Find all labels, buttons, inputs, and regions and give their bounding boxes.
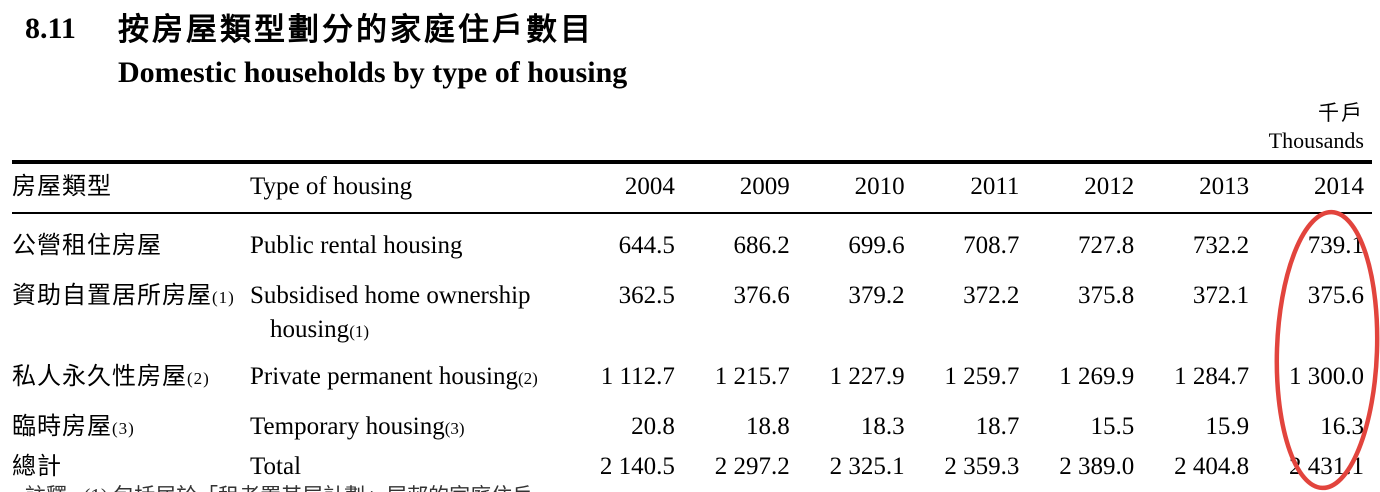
housing-table: 房屋類型 Type of housing 2004 2009 2010 2011… <box>12 160 1372 492</box>
value-cell: 20.8 <box>631 413 675 440</box>
value-cell: 644.5 <box>618 232 675 259</box>
row-label-en: Public rental housing <box>250 232 463 259</box>
value-cell: 372.2 <box>963 282 1020 309</box>
column-header-year: 2004 <box>624 173 675 200</box>
column-header-year: 2012 <box>1084 173 1135 200</box>
footnote-marker: (1) <box>349 322 370 341</box>
value-cell: 15.5 <box>1090 413 1135 440</box>
value-cell: 362.5 <box>618 282 675 309</box>
footnote-marker: (3) <box>444 419 465 438</box>
value-cell: 1 300.0 <box>1288 363 1364 390</box>
value-cell: 727.8 <box>1078 232 1135 259</box>
value-cell: 1 215.7 <box>714 363 790 390</box>
value-cell: 1 269.9 <box>1059 363 1135 390</box>
row-label-zh: 私人永久性房屋(2) <box>12 364 210 390</box>
column-header-type-zh: 房屋類型 <box>12 174 112 200</box>
row-label-zh: 公營租住房屋 <box>12 233 162 259</box>
table-header-rule <box>12 212 1372 214</box>
value-cell: 1 112.7 <box>600 363 675 390</box>
unit-label-english: Thousands <box>1268 128 1364 153</box>
value-cell: 2 140.5 <box>599 453 675 480</box>
table-header-row: 房屋類型 Type of housing 2004 2009 2010 2011… <box>12 164 1372 212</box>
value-cell: 2 359.3 <box>944 453 1020 480</box>
row-label-en: Temporary housing(3) <box>250 413 465 440</box>
value-cell: 1 259.7 <box>944 363 1020 390</box>
table-row: 私人永久性房屋(2) Private permanent housing(2) … <box>12 353 1372 394</box>
value-cell: 375.6 <box>1307 282 1364 309</box>
table-row: 公營租住房屋 Public rental housing 644.5 686.2… <box>12 214 1372 263</box>
footnote-clipped: 註釋 : (1) 包括居於「租者置其屋計劃」屋邨的家庭住戶。 <box>25 483 1365 492</box>
value-cell: 376.6 <box>733 282 790 309</box>
row-label-en: Subsidised home ownership housing(1) <box>250 282 531 343</box>
row-label-en: Private permanent housing(2) <box>250 363 538 390</box>
value-cell: 2 389.0 <box>1059 453 1135 480</box>
section-number: 8.11 <box>25 12 76 45</box>
value-cell: 2 404.8 <box>1174 453 1250 480</box>
column-header-year: 2013 <box>1199 173 1250 200</box>
table-top-rule <box>12 160 1372 164</box>
value-cell: 18.7 <box>975 413 1020 440</box>
value-cell: 686.2 <box>733 232 790 259</box>
value-cell: 1 227.9 <box>829 363 905 390</box>
footnote-marker: (2) <box>518 369 538 388</box>
column-header-type-en: Type of housing <box>250 173 413 200</box>
value-cell: 372.1 <box>1192 282 1250 309</box>
row-label-zh: 臨時房屋(3) <box>12 414 135 440</box>
value-cell: 18.3 <box>860 413 905 440</box>
table-row-total: 總計 Total 2 140.5 2 297.2 2 325.1 2 359.3… <box>12 444 1372 492</box>
value-cell: 732.2 <box>1192 232 1250 259</box>
row-label-zh: 資助自置居所房屋(1) <box>12 283 235 309</box>
value-cell: 2 325.1 <box>829 453 905 480</box>
column-header-year: 2011 <box>970 173 1020 200</box>
footnote-marker: (3) <box>112 419 135 438</box>
page-title-english: Domestic households by type of housing <box>118 56 628 89</box>
column-header-year: 2014 <box>1313 173 1364 200</box>
value-cell: 739.1 <box>1307 232 1364 259</box>
value-cell: 708.7 <box>963 232 1020 259</box>
value-cell: 379.2 <box>848 282 905 309</box>
value-cell: 18.8 <box>745 413 790 440</box>
value-cell: 2 297.2 <box>714 453 790 480</box>
footnote-marker: (2) <box>187 369 210 388</box>
value-cell: 699.6 <box>848 232 905 259</box>
column-header-year: 2009 <box>739 173 790 200</box>
value-cell: 15.9 <box>1205 413 1250 440</box>
unit-label: 千戶 Thousands <box>1269 100 1364 155</box>
row-label-zh: 總計 <box>12 454 62 480</box>
table-row: 臨時房屋(3) Temporary housing(3) 20.8 18.8 1… <box>12 394 1372 444</box>
unit-label-chinese: 千戶 <box>1318 101 1364 125</box>
page-title-chinese: 按房屋類型劃分的家庭住戶數目 <box>118 12 594 47</box>
value-cell: 2 431.1 <box>1288 453 1364 480</box>
value-cell: 16.3 <box>1320 413 1364 440</box>
row-label-en: Total <box>250 453 302 480</box>
column-header-year: 2010 <box>854 173 905 200</box>
value-cell: 1 284.7 <box>1174 363 1250 390</box>
table-row: 資助自置居所房屋(1) Subsidised home ownership ho… <box>12 263 1372 353</box>
title-block: 8.11 按房屋類型劃分的家庭住戶數目 Domestic households … <box>0 0 1380 94</box>
value-cell: 375.8 <box>1078 282 1135 309</box>
footnote-marker: (1) <box>212 288 235 307</box>
